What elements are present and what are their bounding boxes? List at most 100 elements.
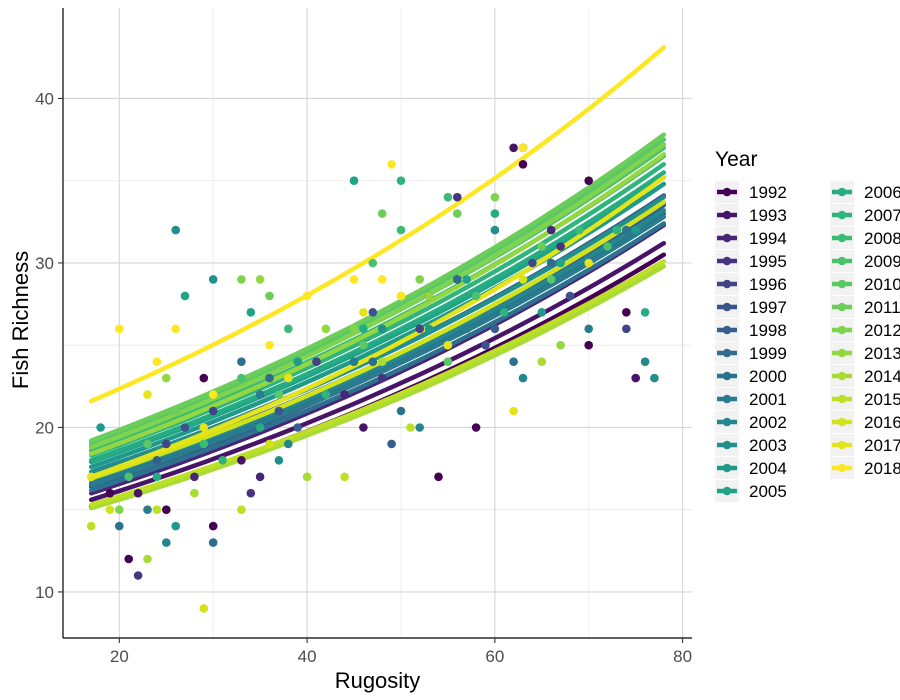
- point-2007: [218, 456, 227, 465]
- point-1993: [359, 423, 368, 432]
- point-2007: [321, 390, 331, 399]
- point-2007: [499, 308, 509, 317]
- point-2012: [349, 324, 359, 334]
- point-1992: [105, 488, 115, 498]
- point-2003: [274, 456, 284, 465]
- x-axis-title: Rugosity: [335, 668, 421, 693]
- legend-label-2014: 2014: [864, 367, 900, 386]
- point-1999: [368, 357, 378, 367]
- point-2015: [237, 505, 246, 514]
- point-2001: [143, 505, 152, 514]
- point-2002: [284, 439, 293, 449]
- point-1993: [631, 373, 640, 383]
- point-1993: [509, 143, 518, 153]
- legend-label-2018: 2018: [864, 459, 900, 478]
- legend-label-2005: 2005: [749, 482, 787, 501]
- fit-line-2018: [88, 45, 667, 404]
- point-2005: [349, 176, 359, 185]
- point-1999: [453, 275, 462, 284]
- point-1997: [274, 406, 284, 416]
- legend-label-2010: 2010: [864, 275, 900, 294]
- point-2001: [255, 390, 265, 399]
- legend-key-point: [722, 256, 732, 266]
- point-2006: [640, 308, 650, 317]
- point-2018: [171, 324, 180, 334]
- x-tick-label: 20: [110, 647, 129, 666]
- point-2008: [396, 225, 406, 235]
- legend-label-1998: 1998: [749, 321, 787, 340]
- legend-key-point: [837, 463, 847, 473]
- point-1995: [453, 192, 462, 202]
- point-2016: [199, 604, 209, 613]
- point-2013: [424, 291, 434, 301]
- point-2000: [509, 357, 518, 367]
- y-tick-labels: 10 20 30 40: [35, 89, 54, 601]
- point-2017: [359, 308, 368, 317]
- fit-line-2003: [88, 194, 667, 475]
- y-tick-label: 10: [35, 583, 54, 602]
- fit-line-2010: [88, 137, 667, 445]
- point-2008: [199, 439, 209, 449]
- point-1997: [481, 340, 490, 350]
- legend-key-point: [722, 486, 732, 496]
- point-1996: [162, 439, 171, 449]
- point-2006: [359, 324, 368, 334]
- legend-label-2004: 2004: [749, 459, 787, 478]
- point-2011: [377, 209, 387, 218]
- legend-label-2003: 2003: [749, 436, 787, 455]
- point-2012: [415, 275, 425, 284]
- point-1999: [546, 258, 556, 268]
- point-2003: [650, 373, 659, 383]
- fit-line-2014: [88, 264, 667, 511]
- y-tick-label: 30: [35, 254, 54, 273]
- fit-line-2012: [88, 142, 667, 450]
- point-2005: [556, 258, 565, 268]
- legend-key-point: [837, 348, 847, 358]
- legend-key-point: [837, 187, 847, 197]
- point-1999: [208, 538, 218, 547]
- fit-line-2017: [88, 175, 667, 480]
- point-2004: [171, 521, 180, 531]
- point-1995: [377, 373, 387, 383]
- point-2017: [584, 258, 593, 268]
- legend-key-point: [837, 233, 847, 243]
- point-2017: [199, 423, 209, 432]
- point-1996: [622, 324, 631, 334]
- legend-key-point: [837, 371, 847, 381]
- point-2003: [208, 275, 218, 284]
- point-2007: [396, 176, 406, 185]
- legend-label-2009: 2009: [864, 252, 900, 271]
- x-tick-label: 40: [298, 647, 317, 666]
- legend-key-point: [722, 187, 732, 197]
- point-2005: [462, 275, 472, 284]
- point-2014: [537, 357, 547, 367]
- point-2002: [640, 357, 650, 367]
- legend-key-point: [722, 233, 732, 243]
- y-axis-title: Fish Richness: [8, 251, 33, 389]
- legend-label-2007: 2007: [864, 206, 900, 225]
- point-2013: [162, 373, 171, 383]
- point-1997: [180, 423, 190, 432]
- point-2004: [424, 324, 434, 334]
- legend-key-point: [722, 325, 732, 335]
- point-2018: [302, 291, 312, 301]
- legend-key-point: [837, 440, 847, 450]
- point-2012: [115, 505, 124, 514]
- legend-label-2008: 2008: [864, 229, 900, 248]
- legend-label-2013: 2013: [864, 344, 900, 363]
- point-1992: [584, 176, 593, 185]
- legend-key-point: [837, 394, 847, 404]
- legend-key-point: [837, 210, 847, 220]
- legend-label-1997: 1997: [749, 298, 787, 317]
- point-1994: [340, 390, 349, 399]
- point-1995: [133, 571, 143, 580]
- point-2009: [471, 291, 481, 301]
- point-2018: [396, 291, 406, 301]
- legend-key-point: [837, 417, 847, 427]
- point-2011: [453, 209, 462, 218]
- fit-line-2007: [88, 162, 667, 458]
- point-1996: [312, 357, 321, 367]
- legend-label-2016: 2016: [864, 413, 900, 432]
- point-1998: [387, 439, 396, 449]
- point-1998: [152, 456, 162, 465]
